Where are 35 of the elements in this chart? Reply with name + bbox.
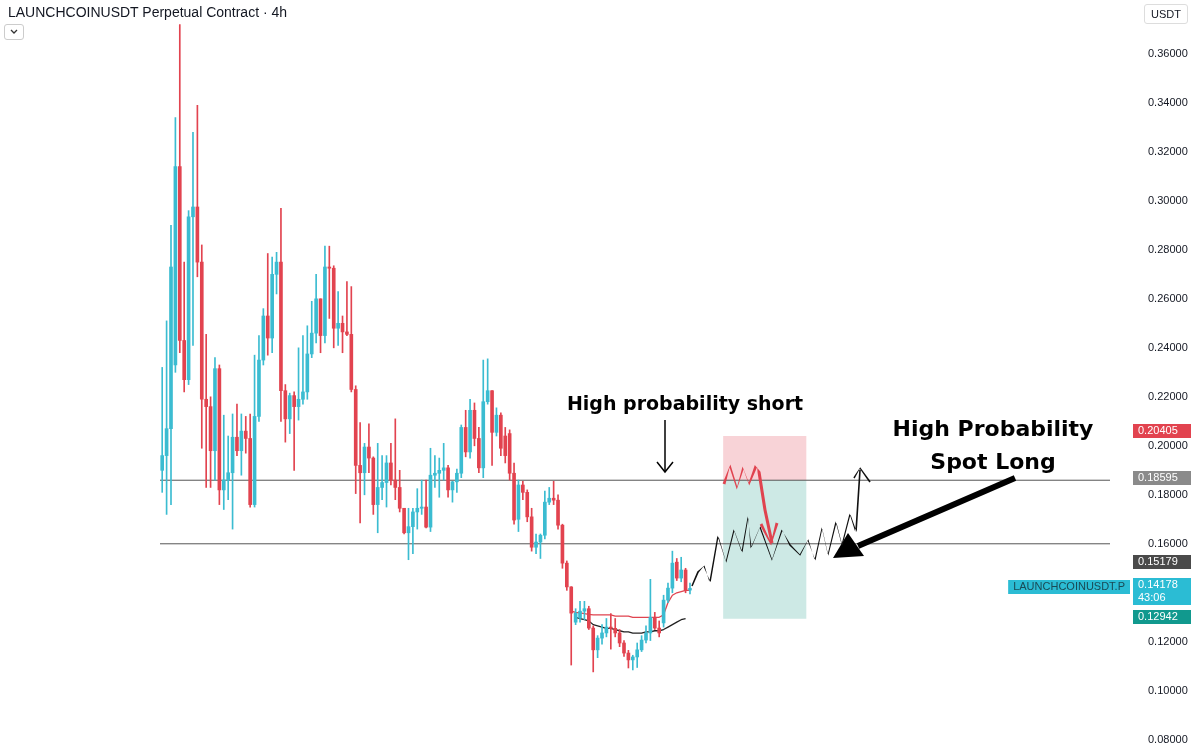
candlestick	[441, 443, 446, 481]
candlestick	[419, 479, 424, 515]
annotation: High Probability Spot Long	[892, 415, 1094, 474]
y-tick-label: 0.36000	[1148, 46, 1188, 59]
candlestick	[600, 624, 604, 645]
y-tick-label: 0.22000	[1148, 389, 1188, 402]
y-tick-label: 0.26000	[1148, 291, 1188, 304]
y-tick-label: 0.34000	[1148, 95, 1188, 108]
text: 0.15179	[1138, 555, 1178, 568]
y-axis-title: USDT	[1144, 4, 1188, 24]
y-tick-label: 0.24000	[1148, 340, 1188, 353]
y-tick-label: 0.10000	[1148, 683, 1188, 696]
candlestick	[160, 367, 165, 493]
candlestick	[301, 335, 305, 405]
candlestick	[336, 291, 340, 346]
candlestick	[437, 457, 442, 498]
y-tick-label: 0.30000	[1148, 193, 1188, 206]
y-tick-label: 0.18000	[1148, 487, 1188, 500]
candlestick	[292, 391, 296, 471]
annotation: LAUNCHCOINUSDT.P	[1013, 580, 1126, 593]
candlestick	[375, 443, 380, 534]
chart-title: LAUNCHCOINUSDT Perpetual Contract · 4h	[8, 4, 288, 20]
y-tick-label: 0.28000	[1148, 242, 1188, 255]
text: 0.14178 43:06	[1138, 578, 1178, 604]
text: 0.12942	[1138, 610, 1178, 623]
y-tick-label: 0.08000	[1148, 732, 1188, 745]
y-tick-label: 0.12000	[1148, 634, 1188, 647]
y-tick-label: 0.32000	[1148, 144, 1188, 157]
candlestick	[221, 414, 226, 510]
annotation: High probability short	[566, 391, 804, 414]
text: 0.18595	[1138, 471, 1178, 484]
y-tick-label: 0.20000	[1148, 438, 1188, 451]
y-tick-label: 0.16000	[1148, 536, 1188, 549]
candlestick	[265, 253, 270, 356]
text: 0.20405	[1138, 424, 1178, 437]
